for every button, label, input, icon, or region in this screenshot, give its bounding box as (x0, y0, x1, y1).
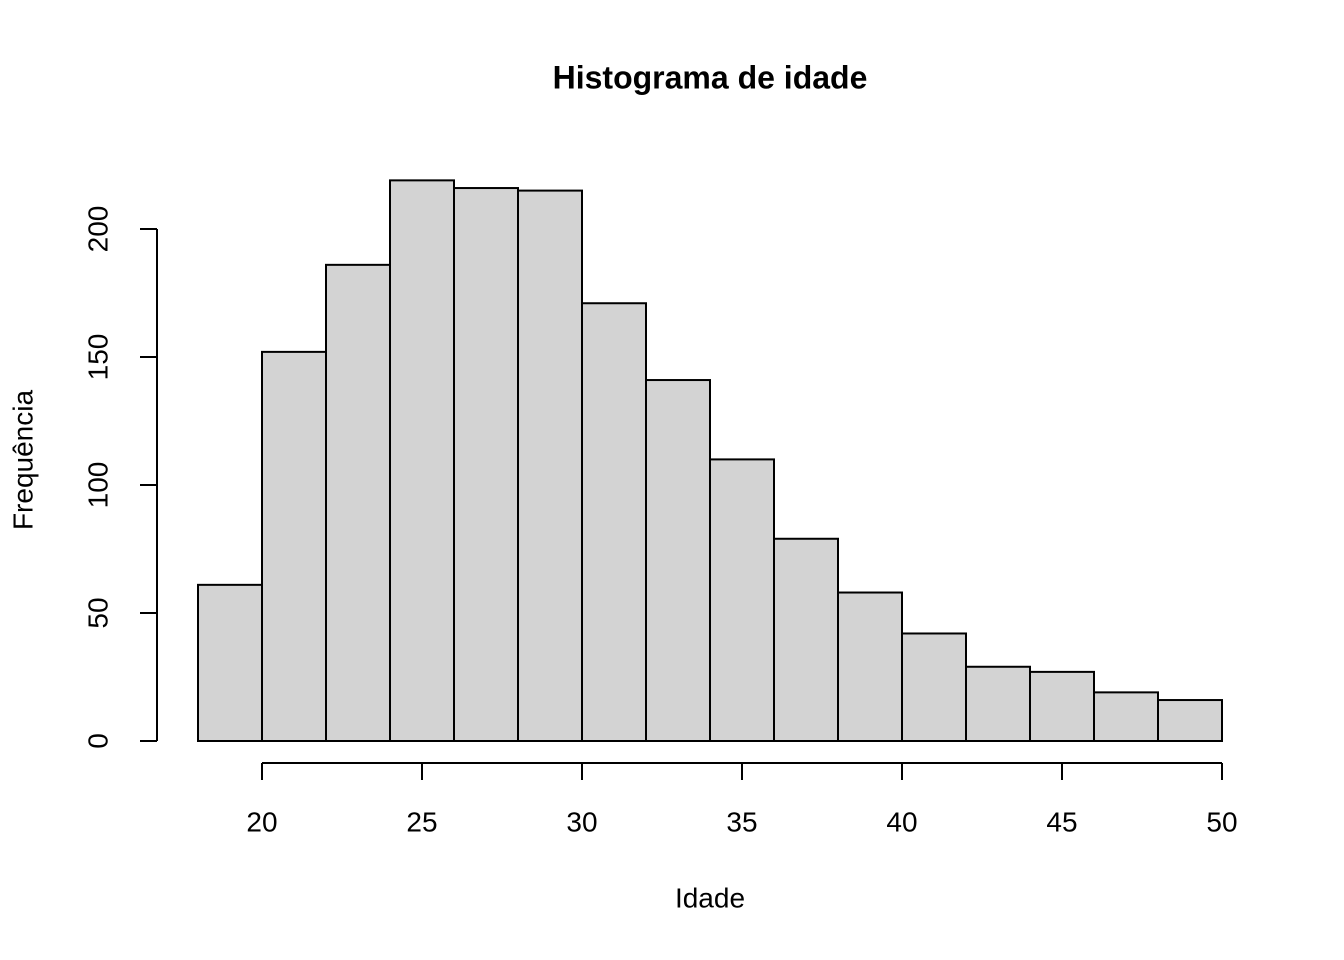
y-tick-label: 100 (82, 462, 113, 509)
bar (389, 179, 455, 743)
bar (773, 537, 839, 743)
bar (581, 302, 647, 742)
bar (901, 632, 967, 742)
bar (709, 458, 775, 742)
bar (517, 189, 583, 743)
y-tick-label: 200 (82, 206, 113, 253)
bar (453, 187, 519, 743)
chart-title: Histograma de idade (553, 59, 868, 95)
bar (1029, 670, 1095, 743)
y-tick-label: 0 (82, 733, 113, 749)
y-axis-label: Frequência (7, 390, 38, 531)
y-tick-label: 50 (82, 597, 113, 628)
x-tick-label: 35 (726, 806, 757, 837)
bar (965, 665, 1031, 743)
x-tick-label: 25 (406, 806, 437, 837)
x-tick-label: 50 (1206, 806, 1237, 837)
bar (1157, 699, 1223, 742)
x-axis-label: Idade (675, 882, 745, 913)
x-tick-label: 30 (566, 806, 597, 837)
bar (261, 350, 327, 742)
bar (197, 583, 263, 743)
x-tick-label: 45 (1046, 806, 1077, 837)
bar (837, 591, 903, 743)
x-tick-label: 20 (246, 806, 277, 837)
bar (645, 379, 711, 742)
bar (325, 263, 391, 742)
y-tick-label: 150 (82, 334, 113, 381)
x-tick-label: 40 (886, 806, 917, 837)
bar (1093, 691, 1159, 742)
